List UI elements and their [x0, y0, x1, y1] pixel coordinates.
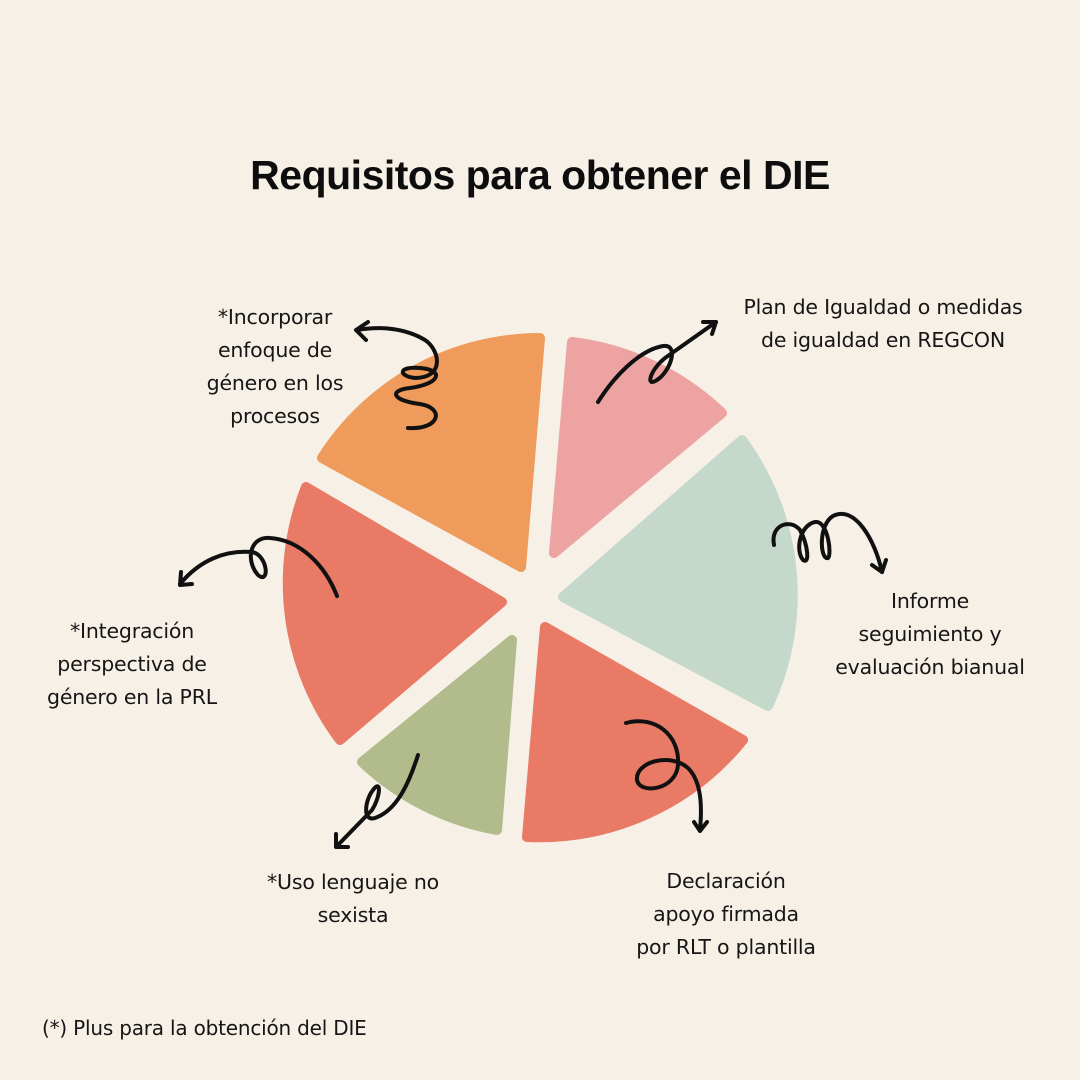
label-declaracion: Declaración apoyo firmada por RLT o plan…: [636, 869, 816, 959]
loop-arrow-icon: [624, 719, 703, 832]
wedge-prl: [282, 482, 507, 745]
pie-wedges: [282, 333, 798, 843]
loop-arrow-icon: [178, 535, 339, 598]
wedge-lenguaje: [357, 635, 517, 835]
label-informe: Informe seguimiento y evaluación bianual: [835, 589, 1025, 679]
page-title: Requisitos para obtener el DIE: [250, 152, 830, 198]
arrowhead-icon: [178, 570, 194, 587]
arrowhead-icon: [692, 820, 709, 833]
arrowhead-icon: [334, 832, 350, 849]
arrowhead-icon: [354, 320, 370, 342]
curly-arrow-icon: [771, 512, 884, 574]
arrowhead-icon: [870, 558, 888, 574]
footnote: (*) Plus para la obtención del DIE: [42, 1016, 367, 1040]
loop-arrow-icon: [596, 320, 718, 404]
spiral-arrow-icon: [355, 326, 439, 431]
label-lenguaje: *Uso lenguaje no sexista: [266, 870, 440, 927]
label-plan: Plan de Igualdad o medidas de igualdad e…: [743, 295, 1023, 352]
loop-arrow-icon: [335, 753, 420, 848]
wedge-declaracion: [522, 622, 748, 843]
arrowhead-icon: [701, 320, 718, 336]
label-incorporar: *Incorporar enfoque de género en los pro…: [206, 305, 344, 428]
wedge-plan: [549, 337, 727, 558]
label-prl: *Integración perspectiva de género en la…: [47, 619, 217, 709]
wedge-incorporar: [317, 333, 545, 572]
wedge-informe: [558, 435, 798, 711]
